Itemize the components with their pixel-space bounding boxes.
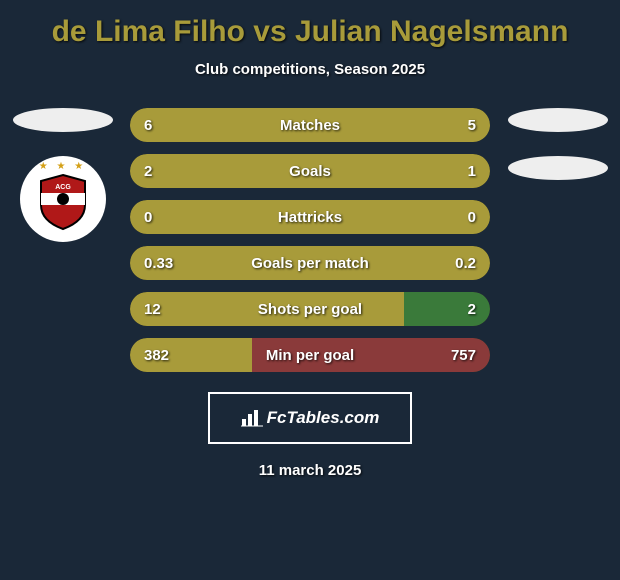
shield-icon: ACG [38,173,88,231]
page-title: de Lima Filho vs Julian Nagelsmann [10,15,610,49]
subtitle: Club competitions, Season 2025 [10,61,610,78]
right-player-column [505,108,610,180]
stat-label: Matches [130,108,490,142]
stat-label: Hattricks [130,200,490,234]
left-player-column: ★ ★ ★ ACG [10,108,115,242]
bar-chart-icon [241,409,263,427]
stat-label: Goals [130,154,490,188]
stat-row: 65Matches [130,108,490,142]
footer-brand-text: FcTables.com [267,408,380,428]
stat-label: Shots per goal [130,292,490,326]
right-player-avatar-placeholder [508,108,608,132]
stat-row: 21Goals [130,154,490,188]
stat-label: Min per goal [130,338,490,372]
stat-label: Goals per match [130,246,490,280]
badge-stars-icon: ★ ★ ★ [32,161,94,172]
right-player-club-placeholder [508,156,608,180]
left-player-avatar-placeholder [13,108,113,132]
svg-text:ACG: ACG [55,184,71,191]
stat-row: 0.330.2Goals per match [130,246,490,280]
stat-row: 122Shots per goal [130,292,490,326]
date-text: 11 march 2025 [10,462,610,479]
stat-row: 382757Min per goal [130,338,490,372]
stats-bars: 65Matches 21Goals 00Hattricks 0.330.2Goals … [130,108,490,372]
footer-brand-logo: FcTables.com [208,392,412,444]
stat-row: 00Hattricks [130,200,490,234]
comparison-area: ★ ★ ★ ACG 65Matches 21Goals 00Hattricks 0.3… [10,108,610,372]
left-player-club-badge: ★ ★ ★ ACG [20,156,106,242]
